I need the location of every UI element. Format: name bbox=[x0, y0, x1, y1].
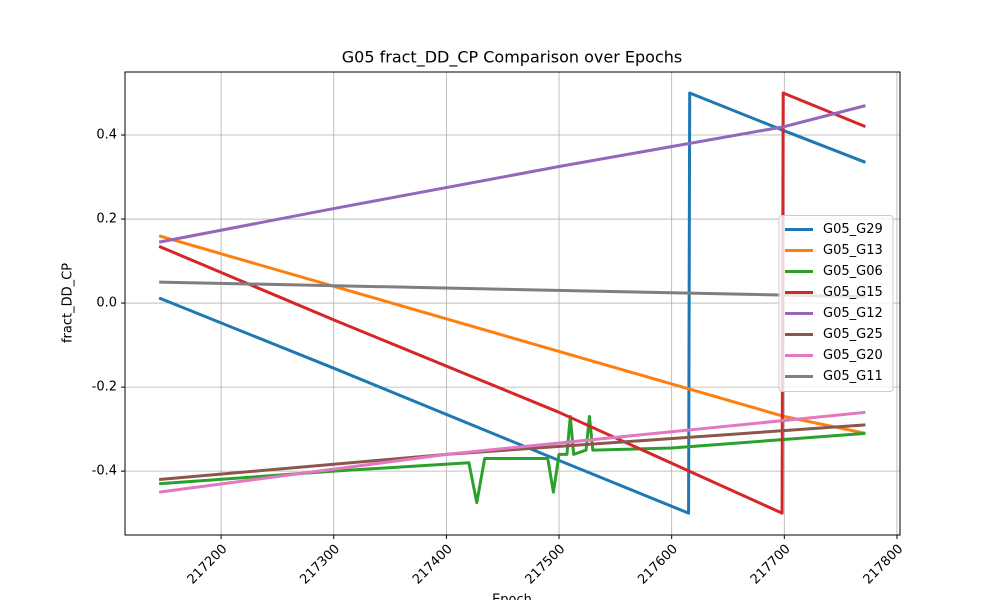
legend-label: G05_G29 bbox=[823, 222, 883, 237]
x-axis-label: Epoch bbox=[492, 593, 532, 600]
plot-frame bbox=[124, 71, 901, 536]
y-tick-label: 0.0 bbox=[96, 296, 117, 311]
x-tick-label: 217500 bbox=[523, 542, 569, 588]
y-tick-label: -0.4 bbox=[92, 464, 117, 479]
x-tick-label: 217400 bbox=[410, 542, 456, 588]
y-tick-label: -0.2 bbox=[92, 380, 117, 395]
y-tick-label: 0.4 bbox=[96, 128, 117, 143]
x-tick-label: 217200 bbox=[185, 542, 231, 588]
y-axis-label: fract_DD_CP bbox=[61, 263, 76, 343]
data-line bbox=[159, 280, 866, 299]
data-line bbox=[158, 104, 866, 244]
y-tick-label: 0.2 bbox=[96, 212, 117, 227]
data-line bbox=[158, 91, 866, 515]
legend-label: G05_G11 bbox=[823, 369, 883, 384]
x-tick-label: 217800 bbox=[861, 542, 907, 588]
data-line bbox=[158, 410, 866, 494]
legend-box bbox=[778, 215, 894, 392]
x-tick-label: 217300 bbox=[297, 542, 343, 588]
legend-label: G05_G25 bbox=[823, 327, 883, 342]
legend-label: G05_G12 bbox=[823, 306, 883, 321]
x-tick-label: 217600 bbox=[635, 542, 681, 588]
legend-label: G05_G06 bbox=[823, 264, 883, 279]
chart-title: G05 fract_DD_CP Comparison over Epochs bbox=[342, 48, 682, 68]
data-line bbox=[159, 415, 866, 505]
legend-label: G05_G15 bbox=[823, 285, 883, 300]
data-line bbox=[158, 234, 866, 435]
x-tick-label: 217700 bbox=[748, 542, 794, 588]
legend-label: G05_G20 bbox=[823, 348, 883, 363]
legend-label: G05_G13 bbox=[823, 243, 883, 258]
